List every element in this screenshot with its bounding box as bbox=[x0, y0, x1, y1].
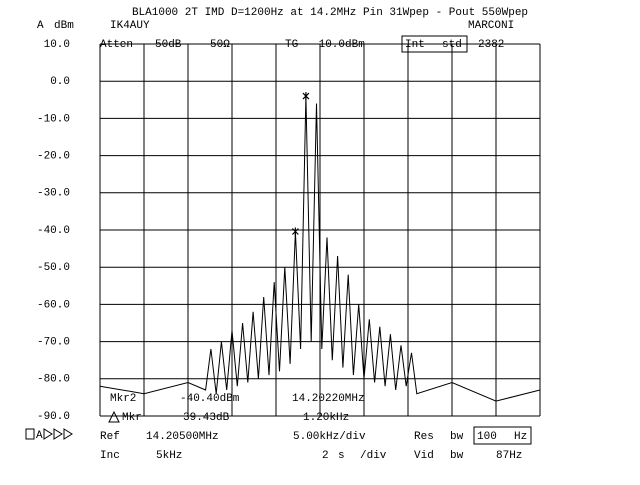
plot-area bbox=[99, 43, 541, 417]
vid-label: Vid bbox=[414, 450, 434, 462]
delta-icon bbox=[108, 410, 120, 423]
res-label: Res bbox=[414, 431, 434, 443]
operator: IK4AUY bbox=[110, 20, 150, 32]
ref: 14.20500MHz bbox=[146, 431, 219, 443]
mode-box bbox=[25, 428, 35, 440]
trace-label: A bbox=[37, 20, 44, 32]
y-tick-label: -50.0 bbox=[37, 262, 70, 274]
marker bbox=[302, 92, 310, 101]
ref-label: Ref bbox=[100, 431, 120, 443]
atten: 50dB bbox=[155, 39, 182, 51]
res-bw: 100 bbox=[477, 431, 497, 443]
sweep: 2 bbox=[322, 450, 329, 462]
sweep-unit: s bbox=[338, 450, 345, 462]
tg-label: TG bbox=[285, 39, 298, 51]
trace bbox=[99, 96, 541, 402]
marker bbox=[291, 227, 299, 236]
res-bw-label: bw bbox=[450, 431, 464, 443]
mode: A bbox=[36, 430, 43, 442]
int-label: Int bbox=[405, 39, 425, 51]
inc: 5kHz bbox=[156, 450, 182, 462]
mode-arrows bbox=[43, 428, 73, 440]
marker-freq: 14.20220MHz bbox=[292, 393, 365, 405]
atten-label: Atten bbox=[100, 39, 133, 51]
inc-label: Inc bbox=[100, 450, 120, 462]
marker-label: Mkr2 bbox=[110, 393, 136, 405]
impedance: 50Ω bbox=[210, 39, 230, 51]
y-tick-label: -90.0 bbox=[37, 411, 70, 423]
delta-marker-level: 39.43dB bbox=[183, 412, 230, 424]
chart-title: BLA1000 2T IMD D=1200Hz at 14.2MHz Pin 3… bbox=[132, 7, 528, 19]
y-tick-label: -40.0 bbox=[37, 225, 70, 237]
y-tick-label: -80.0 bbox=[37, 374, 70, 386]
delta-marker-freq: 1.20kHz bbox=[303, 412, 349, 424]
span: 5.00kHz/div bbox=[293, 431, 366, 443]
marker-level: -40.40dBm bbox=[180, 393, 240, 405]
res-unit: Hz bbox=[514, 431, 527, 443]
tg: -10.0dBm bbox=[312, 39, 365, 51]
vid-bw: 87Hz bbox=[496, 450, 522, 462]
model: 2382 bbox=[478, 39, 504, 51]
y-tick-label: -20.0 bbox=[37, 151, 70, 163]
delta-marker-label: Mkr bbox=[122, 412, 142, 424]
y-tick-label: -60.0 bbox=[37, 299, 70, 311]
y-tick-label: -10.0 bbox=[37, 113, 70, 125]
sweep-div: /div bbox=[360, 450, 387, 462]
y-unit: dBm bbox=[54, 20, 74, 32]
res-bw-box bbox=[473, 426, 532, 445]
brand: MARCONI bbox=[468, 20, 514, 32]
y-tick-label: 0.0 bbox=[50, 76, 70, 88]
y-tick-label: -70.0 bbox=[37, 337, 70, 349]
y-tick-label: -30.0 bbox=[37, 188, 70, 200]
y-tick-label: 10.0 bbox=[44, 39, 70, 51]
vid-bw-label: bw bbox=[450, 450, 464, 462]
